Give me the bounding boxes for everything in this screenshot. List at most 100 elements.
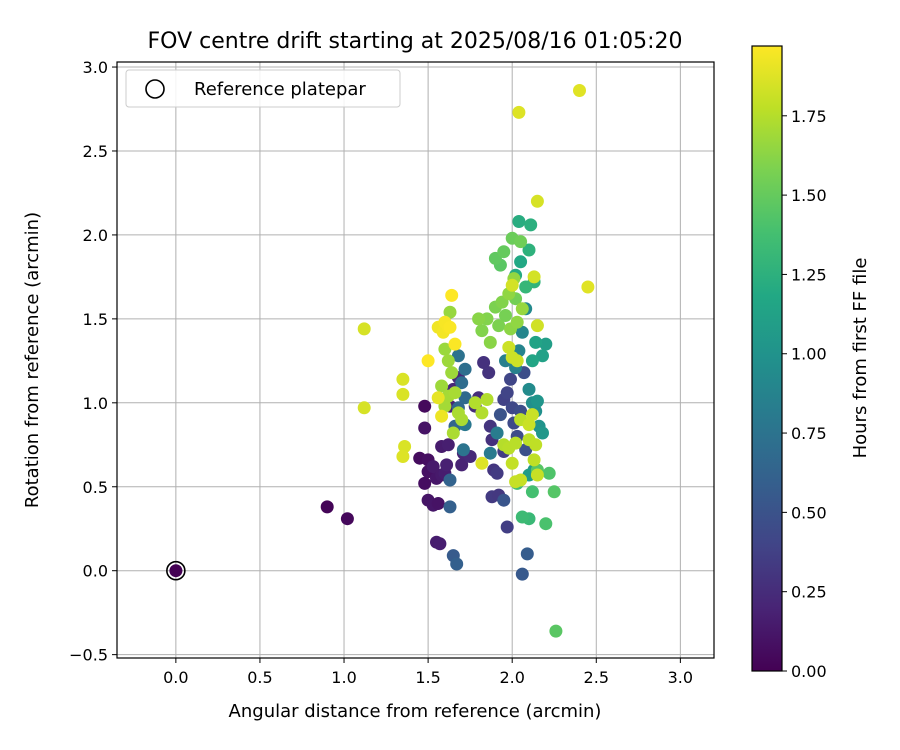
data-point: [520, 547, 534, 561]
data-point: [431, 497, 445, 510]
data-point: [547, 485, 561, 499]
data-point: [502, 340, 516, 354]
data-point: [440, 458, 454, 472]
data-point: [451, 349, 465, 363]
data-point: [482, 366, 496, 380]
data-point: [512, 105, 526, 119]
data-point: [512, 215, 526, 228]
data-point: [530, 319, 544, 333]
colorbar-label: Hours from first FF file: [850, 258, 871, 459]
data-point: [443, 473, 457, 487]
data-point: [514, 255, 528, 269]
data-point: [492, 319, 506, 333]
data-point: [504, 372, 517, 386]
data-point: [475, 456, 489, 470]
data-point: [499, 309, 512, 322]
data-point: [418, 421, 432, 435]
data-point: [510, 315, 524, 329]
data-point: [477, 356, 491, 369]
data-point: [418, 476, 432, 490]
data-point: [549, 624, 563, 638]
y-tick-label: 2.0: [83, 226, 108, 245]
data-point: [441, 438, 455, 452]
data-point: [357, 401, 371, 415]
colorbar: 0.00 0.25 0.50 0.75 1.00 1.25 1.50 1.75 Hours f…: [751, 45, 871, 681]
y-tick-label: 1.5: [83, 310, 108, 329]
data-point: [456, 443, 470, 457]
data-point: [443, 320, 457, 334]
data-point: [529, 438, 543, 452]
data-point: [483, 335, 497, 349]
data-point: [446, 426, 460, 440]
data-point: [418, 399, 432, 413]
data-point: [490, 426, 504, 440]
y-tick-label: 3.0: [83, 58, 108, 77]
y-tick-label: 0.5: [83, 478, 108, 497]
data-point: [480, 393, 494, 406]
data-point: [530, 194, 544, 208]
y-axis-ticks: −0.5 0.0 0.5 1.0 1.5 2.0 2.5 3.0: [69, 58, 117, 665]
colorbar-tick-label: 1.00: [791, 345, 827, 364]
data-point: [455, 458, 469, 472]
legend-marker-icon: [145, 79, 165, 99]
data-point: [497, 245, 511, 259]
x-axis-label: Angular distance from reference (arcmin): [229, 701, 602, 722]
legend-box: [125, 69, 401, 108]
data-point: [357, 322, 371, 336]
data-point: [490, 466, 504, 480]
data-point: [515, 302, 529, 316]
data-point: [519, 280, 533, 294]
data-point: [472, 312, 486, 326]
data-point: [573, 84, 586, 97]
colorbar-tick-label: 1.50: [791, 186, 827, 205]
data-point: [435, 379, 449, 393]
data-point: [500, 520, 514, 534]
data-point: [539, 337, 553, 351]
reference-platepar-marker: [166, 560, 186, 581]
plot-frame: [116, 61, 715, 659]
data-point: [340, 512, 354, 526]
data-point: [542, 466, 556, 480]
data-point: [519, 443, 533, 457]
x-tick-label: 1.5: [415, 668, 440, 687]
data-point: [522, 382, 536, 396]
data-point: [443, 305, 457, 319]
x-tick-label: 1.0: [331, 668, 356, 687]
colorbar-ticks: 0.00 0.25 0.50 0.75 1.00 1.25 1.50 1.75: [782, 107, 827, 681]
colorbar-frame: [751, 45, 783, 672]
chart-title: FOV centre drift starting at 2025/08/16 …: [148, 29, 683, 54]
data-point: [524, 218, 538, 232]
data-point: [398, 440, 412, 453]
data-point: [320, 500, 334, 514]
data-point: [515, 567, 529, 581]
data-point: [448, 337, 462, 351]
data-point: [426, 460, 440, 474]
x-tick-label: 0.0: [163, 668, 188, 687]
data-point: [455, 376, 469, 390]
data-point: [539, 517, 553, 531]
data-point: [435, 409, 449, 423]
data-point: [522, 243, 536, 257]
data-point: [536, 349, 549, 363]
data-point: [448, 386, 462, 400]
data-point: [441, 354, 455, 368]
data-point: [527, 270, 541, 284]
data-point: [505, 456, 519, 470]
data-point: [529, 335, 543, 349]
grid: [117, 62, 714, 658]
y-tick-label: 2.5: [83, 142, 108, 161]
data-point: [515, 510, 529, 524]
data-point: [497, 493, 511, 507]
y-tick-label: −0.5: [69, 646, 108, 665]
data-point: [525, 485, 539, 499]
y-tick-label: 0.0: [83, 562, 108, 581]
colorbar-tick-label: 0.75: [791, 424, 827, 443]
data-points: [169, 84, 595, 638]
data-point: [433, 537, 447, 551]
data-point: [468, 396, 482, 410]
data-point: [475, 324, 489, 338]
plot-area: 0.0 0.5 1.0 1.5 2.0 2.5 3.0 −0.5 0.0 0.5 1.0 1.5 2.…: [69, 58, 715, 687]
data-point: [431, 391, 445, 405]
data-point: [522, 418, 536, 432]
data-point: [493, 408, 507, 422]
